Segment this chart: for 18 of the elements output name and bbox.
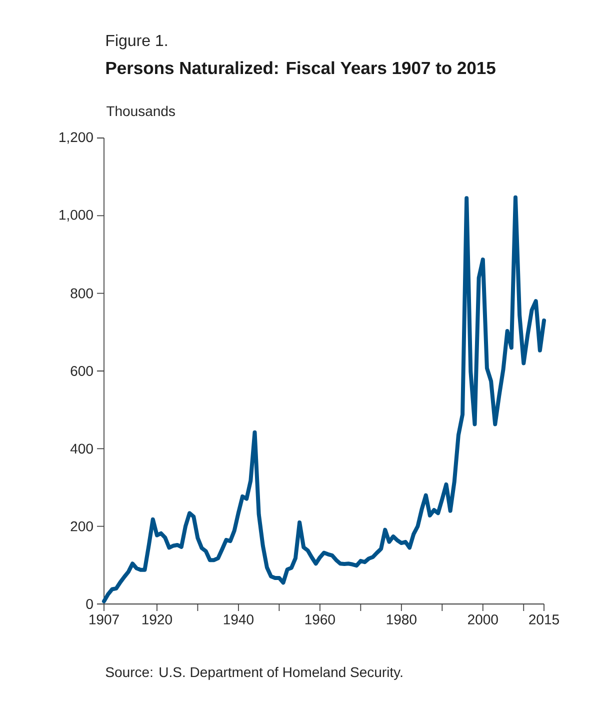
x-tick-label: 1960 (305, 614, 335, 624)
y-tick-label: 1,000 (60, 210, 93, 222)
y-tick-label: 800 (70, 288, 93, 298)
y-tick-label: 400 (70, 444, 93, 454)
x-tick-label: 2015 (529, 614, 559, 624)
x-tick-label: 2000 (468, 614, 498, 624)
y-tick-label: 600 (70, 366, 93, 376)
chart-title: Persons Naturalized: Fiscal Years 1907 to 2015 (106, 61, 496, 74)
y-axis-title: Thousands (106, 106, 175, 116)
x-tick-label: 1907 (89, 614, 119, 624)
y-tick-label: 200 (70, 521, 93, 532)
y-tick-label: 0 (86, 599, 93, 609)
y-tick-label: 1,200 (60, 132, 93, 144)
caption: Figure 1. (106, 34, 167, 50)
x-tick-label: 1940 (224, 614, 254, 624)
source-note: Source: U.S. Department of Homeland Security. (106, 666, 402, 680)
x-tick-label: 1920 (142, 614, 172, 624)
x-tick-label: 1980 (386, 614, 416, 624)
